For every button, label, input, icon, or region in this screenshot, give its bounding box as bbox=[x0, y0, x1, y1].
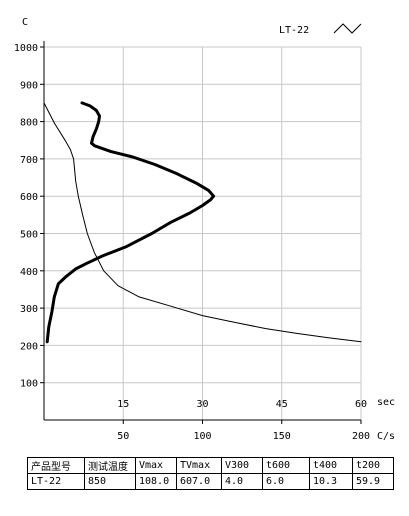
header-test-temp: 测试温度 bbox=[84, 457, 136, 474]
header-t600: t600 bbox=[262, 457, 310, 474]
header-tvmax: TVmax bbox=[176, 457, 222, 474]
y-unit-label: C bbox=[22, 17, 28, 28]
header-t400: t400 bbox=[309, 457, 353, 474]
axes bbox=[40, 41, 362, 424]
header-model: 产品型号 bbox=[27, 457, 85, 474]
cell-tvmax: 607.0 bbox=[176, 473, 222, 490]
time-series-line bbox=[43, 102, 362, 343]
cell-vmax: 108.0 bbox=[135, 473, 177, 490]
rate-tick-label: 100 bbox=[193, 431, 211, 442]
grid bbox=[44, 46, 362, 420]
rate-unit-label: C/s bbox=[377, 431, 395, 442]
y-tick-label: 700 bbox=[20, 155, 38, 166]
time-tick-label: 60 bbox=[355, 399, 367, 410]
y-tick-label: 200 bbox=[20, 341, 38, 352]
rate-series-line bbox=[45, 101, 216, 344]
tick-labels: 100 200 300 400 500 600 700 800 900 1000 15 30 45 60 5… bbox=[14, 43, 395, 442]
y-tick-label: 400 bbox=[20, 267, 38, 278]
cell-v300: 4.0 bbox=[221, 473, 263, 490]
y-tick-label: 1000 bbox=[14, 43, 38, 54]
rate-tick-label: 200 bbox=[352, 431, 370, 442]
parameter-table: 产品型号 测试温度 Vmax TVmax V300 t600 t400 t200… bbox=[27, 457, 394, 490]
time-tick-label: 30 bbox=[196, 399, 208, 410]
y-tick-label: 500 bbox=[20, 230, 38, 241]
table-header-row: 产品型号 测试温度 Vmax TVmax V300 t600 t400 t200 bbox=[27, 457, 394, 474]
cell-test-temp: 850 bbox=[84, 473, 136, 490]
model-label: LT-22 bbox=[279, 25, 309, 36]
cell-t600[interactable]: 6.0 bbox=[262, 473, 310, 490]
y-tick-label: 900 bbox=[20, 80, 38, 91]
rate-tick-label: 150 bbox=[273, 431, 291, 442]
table-row: LT-22 850 108.0 607.0 4.0 6.0 10.3 59.9 bbox=[27, 473, 394, 490]
series-layer bbox=[43, 101, 362, 344]
chart: 100 200 300 400 500 600 700 800 900 1000 15 30 45 60 5… bbox=[14, 17, 395, 442]
y-tick-label: 600 bbox=[20, 192, 38, 203]
rate-tick-label: 50 bbox=[117, 431, 129, 442]
zigzag-logo-icon bbox=[333, 23, 362, 34]
header-t200: t200 bbox=[352, 457, 394, 474]
cell-model: LT-22 bbox=[27, 473, 85, 490]
cell-t400: 10.3 bbox=[309, 473, 353, 490]
y-tick-label: 800 bbox=[20, 118, 38, 129]
time-tick-label: 45 bbox=[276, 399, 288, 410]
time-tick-label: 15 bbox=[117, 399, 129, 410]
chart-header: C LT-22 bbox=[22, 17, 362, 36]
header-vmax: Vmax bbox=[135, 457, 177, 474]
y-tick-label: 100 bbox=[20, 379, 38, 390]
time-unit-label: sec bbox=[377, 397, 395, 408]
header-v300: V300 bbox=[221, 457, 263, 474]
cell-t200: 59.9 bbox=[352, 473, 394, 490]
y-tick-label: 300 bbox=[20, 304, 38, 315]
